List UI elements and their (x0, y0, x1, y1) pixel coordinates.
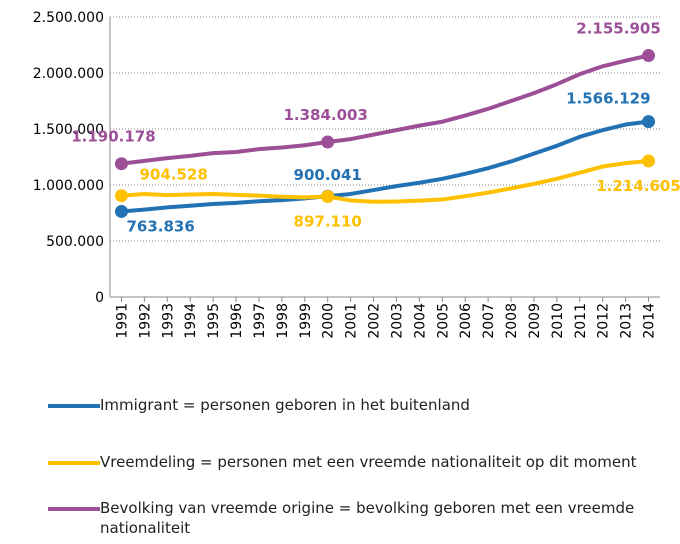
point-marker (642, 154, 656, 168)
x-tick-label: 2005 (435, 303, 451, 339)
point-marker (642, 115, 656, 129)
x-tick-label: 2002 (367, 303, 383, 339)
point-marker (321, 190, 335, 204)
legend-label: Vreemdeling = personen met een vreemde n… (100, 453, 637, 471)
point-marker (114, 189, 128, 203)
x-tick-label: 1993 (160, 303, 176, 339)
legend-label: Immigrant = personen geboren in het buit… (100, 396, 470, 414)
legend-label: Bevolking van vreemde origine = bevolkin… (100, 499, 635, 537)
x-tick-label: 2006 (458, 303, 474, 339)
data-label: 900.041 (294, 166, 362, 184)
x-tick-label: 1998 (275, 303, 291, 339)
x-tick-label: 1991 (114, 303, 130, 339)
legend-swatch (48, 404, 100, 408)
x-tick-label: 2008 (504, 303, 520, 339)
data-label: 1.214.605 (596, 177, 680, 195)
series-line (121, 53, 649, 166)
x-tick-label: 2000 (321, 303, 337, 339)
point-marker (114, 157, 128, 171)
y-tick-label: 500.000 (46, 234, 104, 250)
y-tick-label: 0 (95, 290, 104, 306)
x-tick-label: 2012 (596, 303, 612, 339)
point-marker (114, 204, 128, 218)
data-label: 904.528 (139, 166, 207, 184)
x-tick-label: 1997 (252, 303, 268, 339)
data-label: 1.384.003 (283, 106, 367, 124)
x-tick-label: 2014 (642, 303, 658, 339)
data-label: 1.566.129 (566, 90, 650, 108)
x-tick-label: 2003 (389, 303, 405, 339)
data-label: 897.110 (294, 213, 362, 231)
data-label: 2.155.905 (576, 20, 660, 38)
y-tick-label: 2.500.000 (33, 10, 104, 26)
point-marker (321, 135, 335, 149)
y-tick-label: 2.000.000 (33, 66, 104, 82)
x-tick-label: 2013 (619, 303, 635, 339)
legend-swatch (48, 461, 100, 465)
x-tick-label: 1996 (229, 303, 245, 339)
series-line (121, 158, 649, 204)
data-label: 763.836 (126, 217, 194, 235)
y-tick-label: 1.500.000 (33, 122, 104, 138)
point-marker (642, 49, 656, 63)
legend-swatch (48, 507, 100, 511)
y-tick-label: 1.000.000 (33, 178, 104, 194)
x-tick-label: 1994 (183, 303, 199, 339)
chart: 0 500.000 1.000.000 1.500.000 2.000.000 2.500… (33, 10, 680, 339)
x-tick-label: 2009 (527, 303, 543, 339)
data-label: 1.190.178 (71, 128, 155, 146)
x-tick-label: 1999 (298, 303, 314, 339)
x-tick-label: 2001 (344, 303, 360, 339)
x-tick-label: 2010 (550, 303, 566, 339)
x-tick-label: 2007 (481, 303, 497, 339)
x-tick-label: 1995 (206, 303, 222, 339)
x-tick-label: 2011 (573, 303, 589, 339)
x-tick-label: 1992 (137, 303, 153, 339)
x-tick-label: 2004 (412, 303, 428, 339)
series-line (121, 119, 649, 214)
